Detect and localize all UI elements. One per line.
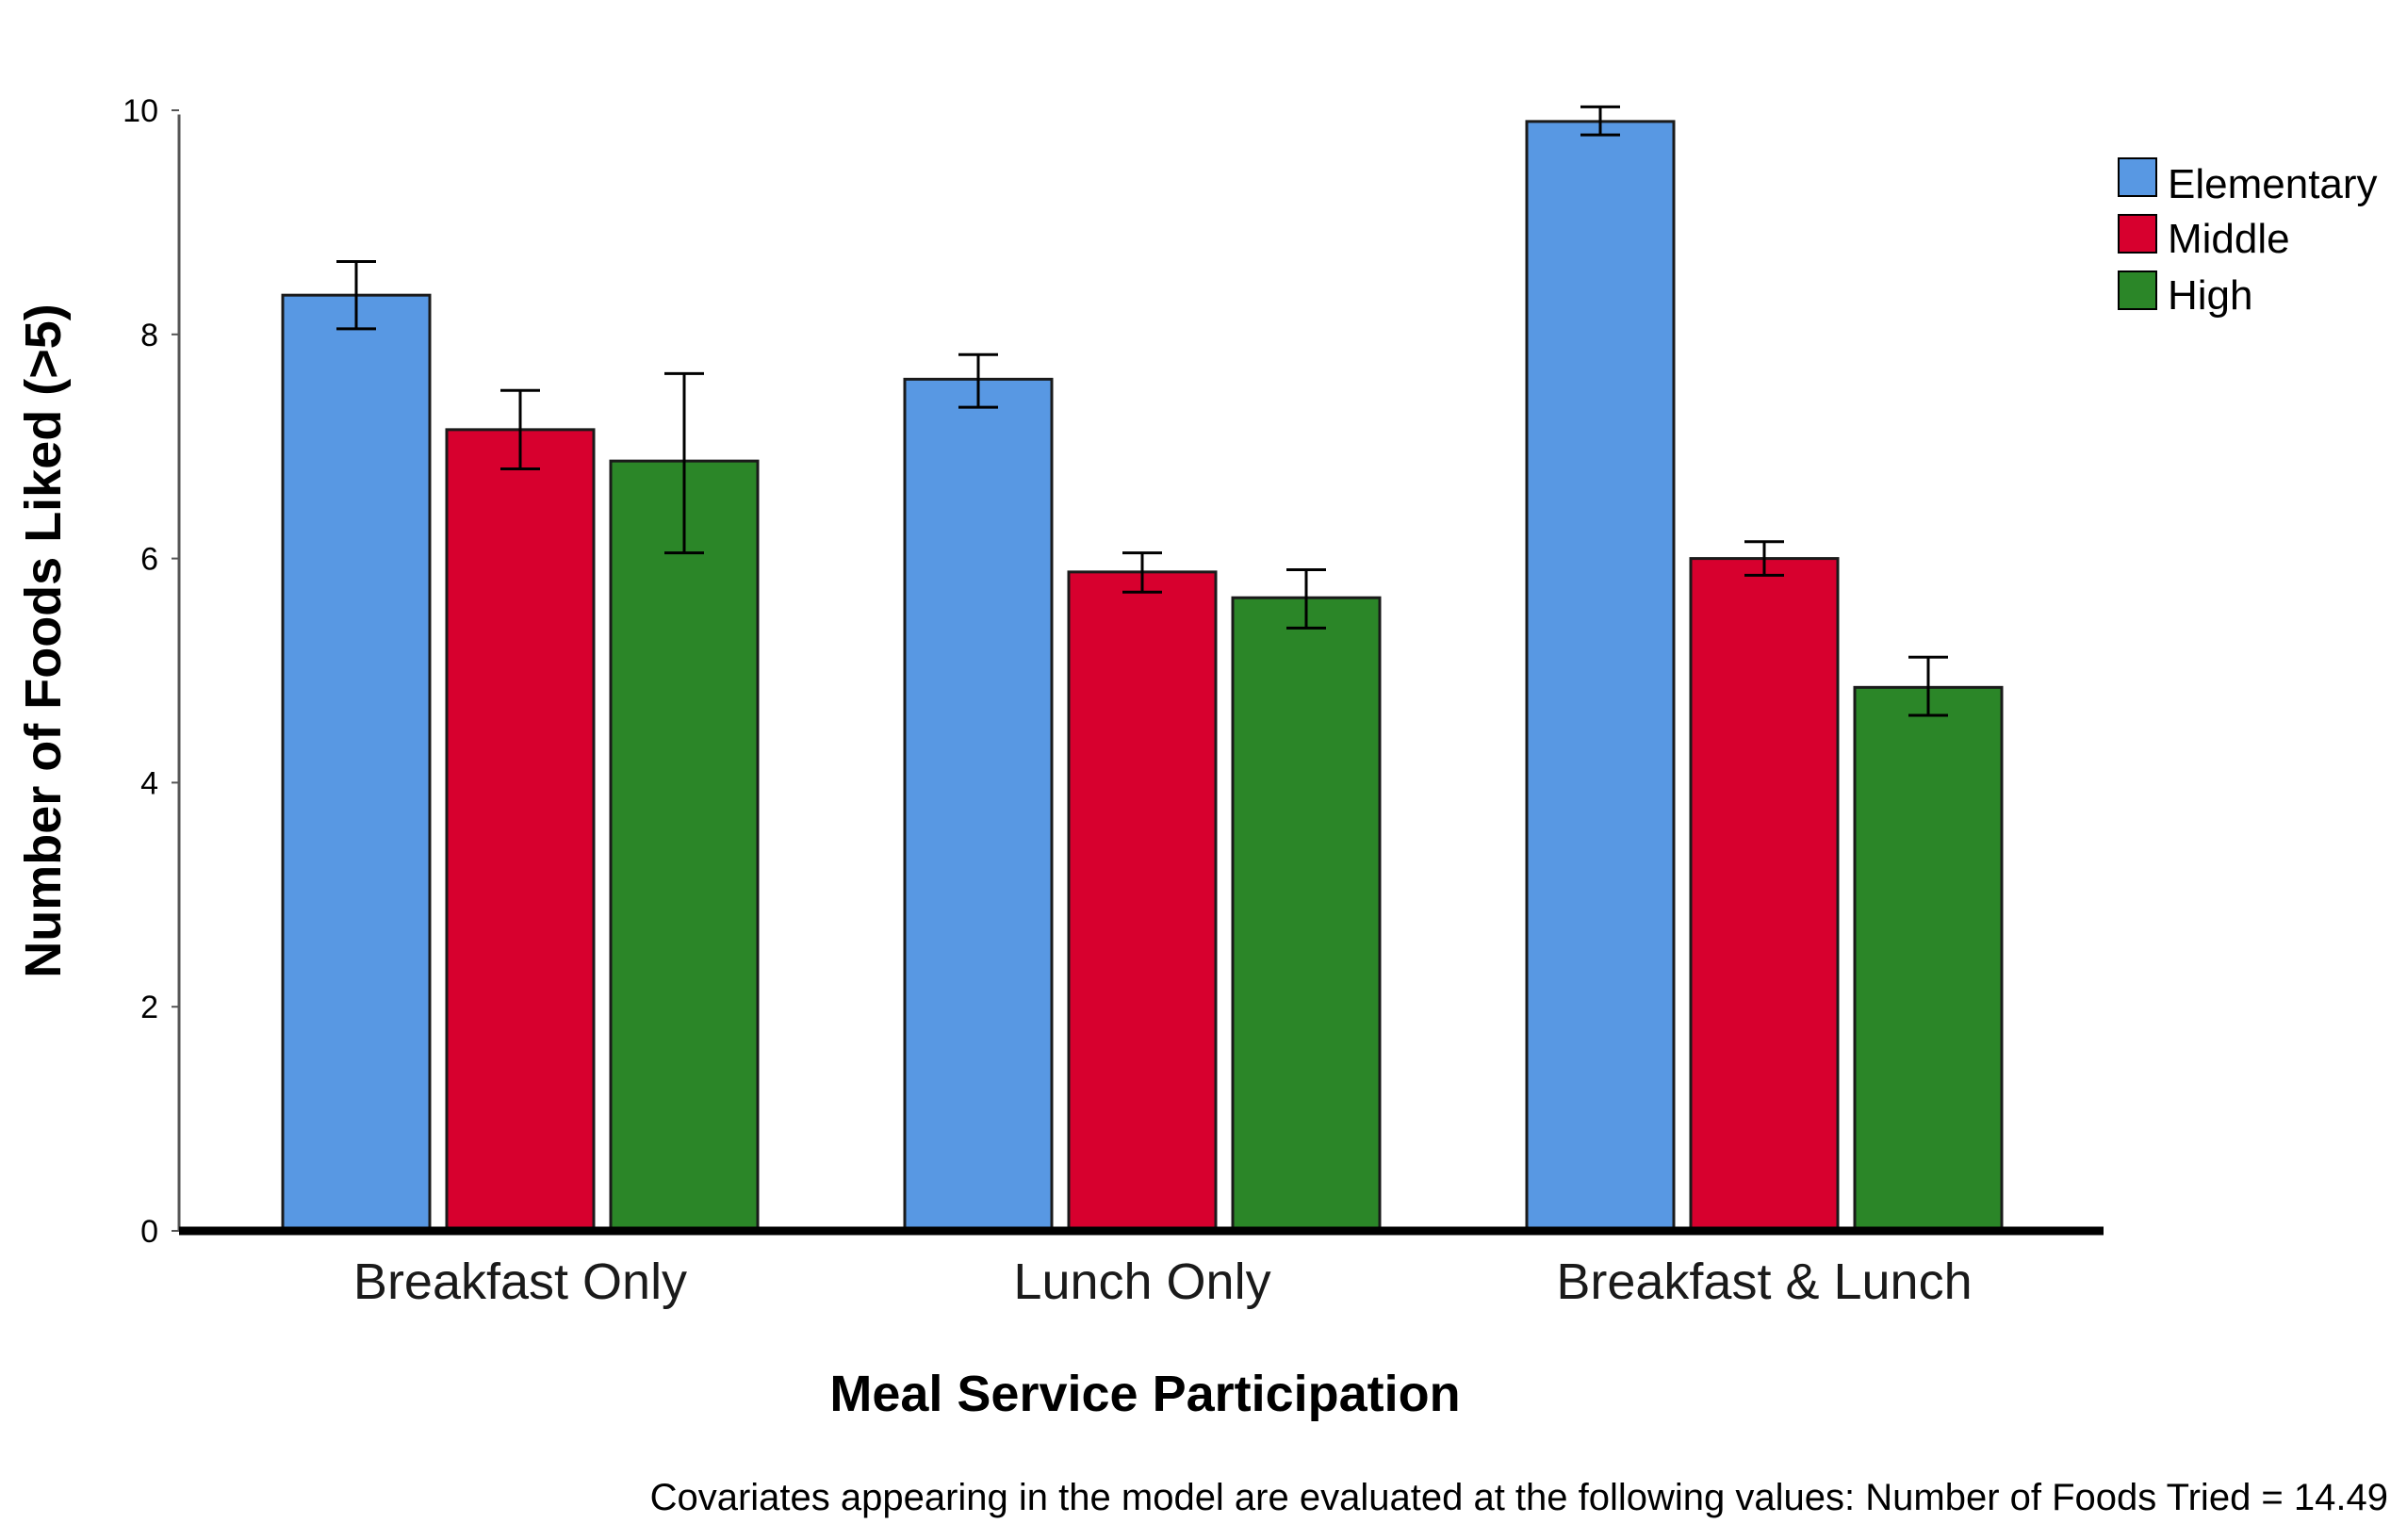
bar-elementary — [281, 293, 432, 1233]
legend: Elementary Middle High — [2118, 157, 2378, 319]
legend-label-middle: Middle — [2168, 216, 2290, 262]
bar-middle — [1067, 570, 1218, 1233]
y-tick-label: 10 — [123, 93, 158, 129]
y-axis-title: Number of Foods Liked (>5) — [15, 303, 72, 978]
legend-swatch-middle — [2118, 214, 2157, 254]
x-axis-title: Meal Service Participation — [829, 1366, 1460, 1422]
bar-middle — [445, 428, 596, 1233]
bar-middle — [1689, 557, 1840, 1233]
x-category-label: Lunch Only — [1013, 1253, 1270, 1310]
footnote: Covariates appearing in the model are ev… — [650, 1477, 2388, 1518]
bar-elementary — [1525, 120, 1676, 1233]
legend-label-high: High — [2168, 272, 2253, 319]
y-tick-label: 2 — [140, 990, 158, 1025]
bar-high — [1231, 596, 1382, 1233]
x-category-label: Breakfast & Lunch — [1556, 1253, 1972, 1310]
plot-area: 0 2 4 6 8 10 Breakfast Only Lunch Only Breakfast… — [123, 93, 2104, 1310]
y-tick-label: 4 — [140, 765, 158, 801]
legend-swatch-elementary — [2118, 157, 2157, 197]
legend-swatch-high — [2118, 270, 2157, 310]
y-tick-label: 0 — [140, 1214, 158, 1250]
bar-elementary — [903, 377, 1054, 1233]
bar-high — [609, 459, 760, 1233]
bar-high — [1853, 685, 2004, 1233]
legend-label-elementary: Elementary — [2168, 161, 2378, 207]
y-tick-label: 8 — [140, 318, 158, 353]
y-tick-label: 6 — [140, 542, 158, 578]
x-category-label: Breakfast Only — [353, 1253, 687, 1310]
